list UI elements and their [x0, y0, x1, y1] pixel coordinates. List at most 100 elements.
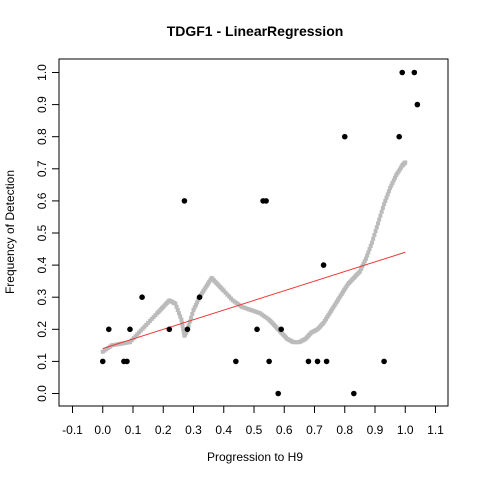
data-point: [411, 69, 418, 76]
x-tick-label: 0.7: [306, 423, 323, 437]
smooth-mark: [374, 225, 379, 230]
smooth-series: [100, 160, 408, 354]
smooth-mark: [388, 186, 393, 191]
x-tick-label: 0.0: [94, 423, 111, 437]
x-axis: -0.1 0.0 0.1 0.2 0.3 0.4 0.5 0.6 0.7 0.8 0.9 1.0 1.1: [62, 405, 444, 437]
smooth-mark: [383, 198, 388, 203]
smooth-mark: [175, 308, 180, 313]
data-point: [275, 390, 282, 397]
y-tick-label: 0.5: [35, 224, 49, 241]
data-point: [254, 326, 260, 333]
data-point: [314, 358, 321, 365]
y-tick-label: 0.4: [35, 256, 49, 273]
data-point: [351, 390, 357, 397]
x-axis-label: Progression to H9: [207, 450, 303, 464]
smooth-mark: [173, 301, 178, 306]
x-tick-label: 1.0: [397, 423, 414, 437]
data-point: [233, 358, 239, 365]
smooth-mark: [365, 253, 370, 258]
smooth-mark: [366, 250, 371, 255]
smooth-mark: [193, 302, 198, 307]
smooth-mark: [392, 175, 397, 180]
smooth-mark: [180, 324, 185, 329]
y-tick-label: 0.0: [35, 385, 49, 402]
x-tick-label: 0.1: [125, 423, 142, 437]
smooth-mark: [403, 160, 408, 165]
regression-line: [102, 251, 406, 350]
data-point: [166, 326, 173, 333]
y-axis-label: Frequency of Detection: [3, 170, 17, 294]
smooth-mark: [192, 305, 197, 310]
smooth-mark: [379, 209, 384, 214]
x-tick-label: 0.4: [215, 423, 232, 437]
x-tick-label: 0.9: [367, 423, 384, 437]
y-tick-label: 0.7: [35, 160, 49, 177]
data-point: [181, 198, 188, 204]
y-tick-label: 0.9: [35, 96, 49, 113]
smooth-mark: [373, 229, 378, 234]
plot-frame: [58, 58, 449, 407]
x-tick-label: 0.2: [155, 423, 172, 437]
smooth-mark: [186, 323, 191, 328]
smooth-mark: [378, 213, 383, 218]
x-tick-label: 1.1: [427, 423, 444, 437]
smooth-mark: [389, 183, 394, 188]
y-tick-label: 0.3: [35, 289, 49, 306]
data-point: [106, 326, 112, 333]
smooth-mark: [371, 236, 376, 241]
data-point: [184, 326, 191, 333]
data-point: [305, 358, 312, 365]
y-tick-label: 0.8: [35, 128, 49, 145]
data-point: [396, 133, 403, 140]
data-point: [278, 326, 285, 333]
regression-line-layer: [102, 251, 406, 350]
smooth-mark: [385, 192, 390, 197]
smooth-mark: [367, 247, 372, 252]
smooth-mark: [181, 327, 186, 332]
x-tick-label: 0.5: [246, 423, 263, 437]
y-tick-label: 0.6: [35, 192, 49, 209]
smooth-mark: [195, 300, 200, 305]
smooth-mark: [361, 261, 366, 266]
smooth-mark: [376, 221, 381, 226]
points-series: [99, 69, 421, 397]
data-point: [263, 198, 269, 204]
smooth-mark: [362, 259, 367, 264]
data-point: [399, 69, 406, 76]
smooth-mark: [191, 308, 196, 313]
data-point: [99, 358, 106, 365]
data-point: [139, 294, 145, 301]
data-point: [196, 294, 203, 301]
data-point: [323, 358, 330, 365]
smooth-mark: [363, 256, 368, 261]
smooth-mark: [176, 311, 181, 316]
smooth-mark: [174, 304, 179, 309]
data-point: [127, 326, 133, 333]
smooth-mark: [368, 243, 373, 248]
smooth-mark: [196, 297, 201, 302]
data-point: [320, 262, 327, 268]
smooth-mark: [357, 269, 362, 274]
y-tick-label: 1.0: [35, 64, 49, 81]
smooth-mark: [380, 205, 385, 210]
x-tick-label: 0.8: [336, 423, 353, 437]
data-point: [124, 358, 130, 365]
data-point: [381, 358, 387, 365]
smooth-mark: [386, 189, 391, 194]
x-tick-label: 0.3: [185, 423, 202, 437]
x-tick-label: -0.1: [62, 423, 83, 437]
chart-title: TDGF1 - LinearRegression: [167, 23, 344, 39]
smooth-mark: [187, 319, 192, 324]
x-tick-label: 0.6: [276, 423, 293, 437]
smooth-mark: [369, 240, 374, 245]
smooth-mark: [189, 315, 194, 320]
y-tick-label: 0.1: [35, 353, 49, 370]
data-point: [266, 358, 272, 365]
data-point: [341, 133, 348, 140]
smooth-mark: [391, 178, 396, 183]
smooth-mark: [179, 317, 184, 322]
y-axis: 0.0 0.1 0.2 0.3 0.4 0.5 0.6 0.7 0.8 0.9 1.0: [35, 64, 60, 402]
smooth-mark: [372, 232, 377, 237]
smooth-mark: [190, 311, 195, 316]
